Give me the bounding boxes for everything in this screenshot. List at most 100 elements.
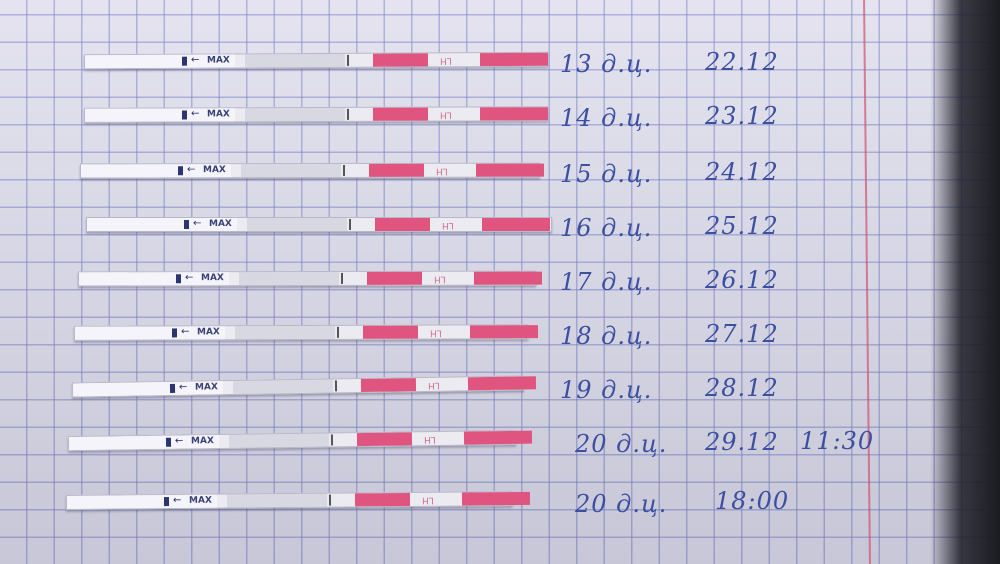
strip-mark [342, 164, 346, 176]
ovulation-test-strip: ← MAX LH [67, 429, 533, 452]
control-pad [479, 52, 549, 67]
date-note: 28.12 [705, 374, 779, 402]
arrow-icon: ← [186, 164, 196, 176]
log-row: ← MAX LH 14 д.ц. 23.12 [0, 102, 1000, 144]
log-row: ← MAX LH 13 д.ц. 22.12 [0, 48, 1000, 90]
arrow-icon: ← [174, 435, 184, 447]
lh-label: LH [427, 379, 440, 390]
max-label: MAX [194, 382, 218, 393]
control-pad [475, 163, 545, 177]
log-row: ← MAX LH 19 д.ц. 28.12 [0, 374, 1000, 416]
test-pad [375, 218, 430, 231]
max-label: MAX [206, 55, 230, 66]
test-pad [356, 432, 413, 447]
arrow-icon: ← [190, 108, 200, 120]
control-pad [461, 491, 531, 506]
cycle-day-note: 20 д.ц. [575, 490, 668, 518]
strip-shade [244, 53, 346, 68]
strip-mark [328, 494, 332, 506]
control-pad [469, 325, 539, 339]
control-pad [482, 218, 550, 231]
date-note: 24.12 [705, 158, 779, 186]
strip-tab [163, 497, 170, 507]
lh-label: LH [439, 109, 452, 120]
time-note: 11:30 [800, 427, 875, 455]
log-row: ← MAX LH 20 д.ц. 18:00 [0, 487, 1000, 530]
cycle-day-note: 17 д.ц. [560, 268, 653, 296]
test-pad [366, 271, 423, 285]
lh-label: LH [439, 55, 452, 66]
test-pad [368, 163, 425, 177]
time-note: 18:00 [715, 487, 790, 515]
log-row: ← MAX LH 15 д.ц. 24.12 [0, 158, 1000, 200]
ovulation-test-strip: ← MAX LH [83, 51, 549, 70]
log-row: ← MAX LH 20 д.ц. 29.12 11:30 [0, 427, 1000, 470]
date-note: 26.12 [705, 266, 779, 294]
log-row: ← MAX LH 17 д.ц. 26.12 [0, 266, 1000, 308]
control-pad [479, 107, 549, 121]
strip-mark [336, 326, 340, 338]
max-label: MAX [209, 219, 232, 229]
log-row: ← MAX LH 16 д.ц. 25.12 [0, 212, 1000, 254]
strip-tab [181, 110, 188, 120]
strip-mark [330, 434, 334, 446]
ovulation-test-strip: ← MAX LH [73, 324, 539, 341]
strip-mark [346, 108, 350, 120]
strip-mark [334, 380, 338, 392]
max-label: MAX [202, 165, 226, 176]
ovulation-test-strip: ← MAX LH [65, 491, 531, 510]
max-label: MAX [196, 327, 220, 338]
cycle-day-note: 15 д.ц. [560, 160, 653, 188]
lh-label: LH [423, 433, 436, 445]
arrow-icon: ← [172, 494, 182, 507]
test-pad [372, 53, 429, 67]
max-label: MAX [190, 436, 214, 447]
strip-shade [240, 163, 342, 178]
strip-tab [165, 437, 172, 447]
strip-tab [181, 56, 188, 66]
date-note: 23.12 [705, 102, 779, 130]
date-note: 25.12 [705, 212, 779, 240]
strip-tab [171, 328, 178, 338]
strip-shade [232, 379, 334, 395]
ovulation-test-strip: ← MAX LH [71, 375, 537, 398]
test-pad [354, 492, 411, 507]
strip-mark [349, 219, 351, 230]
max-label: MAX [200, 273, 224, 284]
strip-tab [184, 220, 189, 229]
strip-shade [244, 107, 346, 122]
control-pad [467, 376, 537, 391]
control-pad [463, 430, 533, 445]
control-pad [473, 271, 543, 285]
strip-tab [169, 383, 176, 394]
log-row: ← MAX LH 18 д.ц. 27.12 [0, 320, 1000, 362]
cycle-day-note: 18 д.ц. [560, 322, 653, 350]
ovulation-test-strip: ← MAX LH [77, 270, 543, 287]
test-pad [362, 325, 419, 339]
strip-shade [226, 493, 328, 508]
date-note: 29.12 [705, 428, 779, 456]
test-pad [372, 107, 429, 121]
cycle-day-note: 20 д.ц. [575, 430, 668, 458]
arrow-icon: ← [193, 218, 202, 229]
strip-shade [234, 325, 336, 340]
arrow-icon: ← [190, 54, 200, 66]
strip-mark [340, 272, 344, 284]
arrow-icon: ← [178, 381, 188, 393]
lh-label: LH [433, 273, 446, 284]
max-label: MAX [188, 495, 212, 506]
cycle-day-note: 16 д.ц. [560, 214, 653, 242]
strip-shade [238, 271, 340, 286]
arrow-icon: ← [180, 326, 190, 338]
ovulation-test-strip: ← MAX LH [83, 106, 549, 123]
ovulation-test-strip: ← MAX LH [79, 162, 545, 179]
lh-label: LH [429, 327, 442, 338]
max-label: MAX [206, 109, 230, 120]
date-note: 27.12 [705, 320, 779, 348]
lh-label: LH [435, 165, 448, 176]
strip-shade [228, 433, 330, 448]
strip-handle [87, 218, 237, 231]
strip-mark [346, 54, 350, 66]
cycle-day-note: 19 д.ц. [560, 376, 653, 404]
ovulation-test-strip: ← MAX LH [86, 217, 552, 232]
